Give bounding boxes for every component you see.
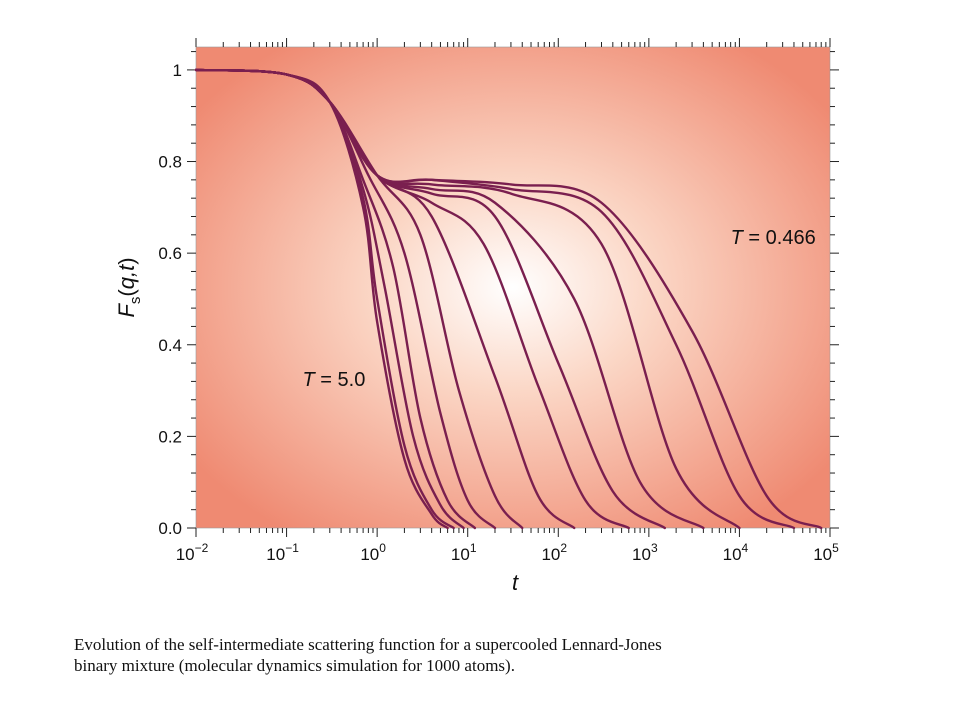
x-axis-label: t xyxy=(512,570,519,595)
y-tick-label: 1 xyxy=(173,61,182,80)
y-axis-label: Fs(q,t) xyxy=(114,257,144,317)
plot-background xyxy=(196,47,830,528)
x-tick-label: 10−2 xyxy=(176,541,209,564)
tick-labels: 0.0 0.2 0.4 0.6 0.8 1 10−2 10−1 100 101 102 103 104 1… xyxy=(158,61,839,564)
y-tick-label: 0.4 xyxy=(158,336,182,355)
y-tick-label: 0.0 xyxy=(158,519,182,538)
y-tick-label: 0.2 xyxy=(158,427,182,446)
x-tick-label: 100 xyxy=(360,541,386,564)
caption-line-1: Evolution of the self-intermediate scatt… xyxy=(74,635,662,654)
axis-ticks xyxy=(187,38,839,537)
x-tick-label: 103 xyxy=(632,541,658,564)
x-tick-label: 101 xyxy=(451,541,477,564)
chart: 0.0 0.2 0.4 0.6 0.8 1 10−2 10−1 100 101 102 103 104 1… xyxy=(114,38,839,595)
x-tick-label: 104 xyxy=(723,541,749,564)
y-tick-label: 0.6 xyxy=(158,244,182,263)
x-tick-label: 105 xyxy=(813,541,839,564)
plot-frame xyxy=(195,46,831,529)
figure-caption: Evolution of the self-intermediate scatt… xyxy=(74,634,894,676)
series-lines xyxy=(194,68,823,530)
annotation-low-temperature: T = 0.466 xyxy=(731,227,816,249)
caption-line-2: binary mixture (molecular dynamics simul… xyxy=(74,656,515,675)
annotation-high-temperature: T = 5.0 xyxy=(303,369,366,391)
y-tick-label: 0.8 xyxy=(158,153,182,172)
series-line-13 xyxy=(194,68,823,530)
x-tick-label: 102 xyxy=(541,541,567,564)
x-tick-label: 10−1 xyxy=(266,541,299,564)
